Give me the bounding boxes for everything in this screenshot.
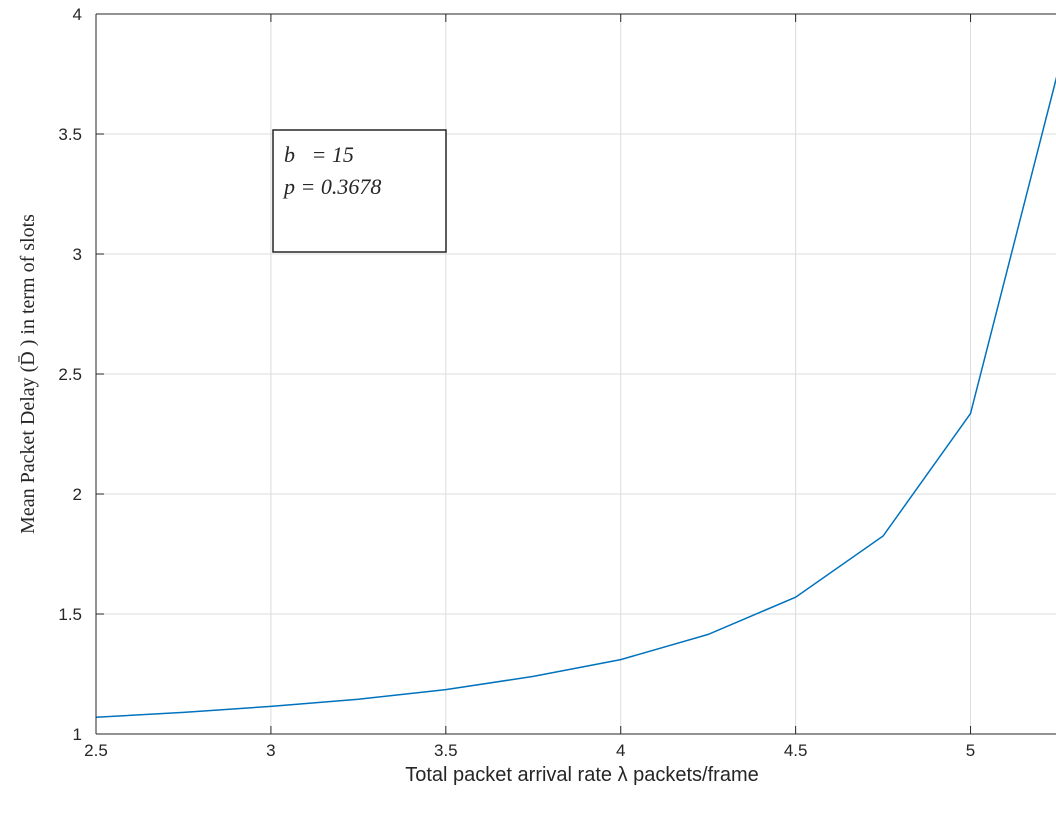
y-tick-label: 4 [73, 5, 82, 24]
y-tick-label: 1.5 [58, 605, 82, 624]
series-line [95, 76, 1056, 718]
x-tick-label: 2.5 [84, 741, 108, 760]
x-axis-label: Total packet arrival rate λ packets/fram… [405, 764, 758, 786]
y-tick-label: 3 [73, 245, 82, 264]
y-axis-label: Mean Packet Delay (D̄ ) in term of slots [17, 214, 39, 534]
x-tick-label: 4 [616, 741, 625, 760]
axes [95, 13, 1056, 735]
x-tick-label: 3 [266, 741, 275, 760]
x-tick-label: 3.5 [434, 741, 458, 760]
annotation-frame [272, 129, 447, 253]
y-tick-label: 1 [73, 725, 82, 744]
y-tick-label: 2 [73, 485, 82, 504]
y-tick-label: 3.5 [58, 125, 82, 144]
annotation-line-2: p = 0.3678 [282, 174, 381, 199]
series-layer [95, 76, 1056, 718]
annotation-box: b = 15 p = 0.3678 [272, 129, 447, 253]
x-tick-label: 4.5 [784, 741, 808, 760]
tick-labels: 2.5 3 3.5 4 4.5 5 1 1.5 2 2.5 3 3.5 4 [58, 5, 975, 760]
annotation-line-1: b = 15 [284, 142, 354, 167]
y-tick-label: 2.5 [58, 365, 82, 384]
x-tick-label: 5 [966, 741, 975, 760]
